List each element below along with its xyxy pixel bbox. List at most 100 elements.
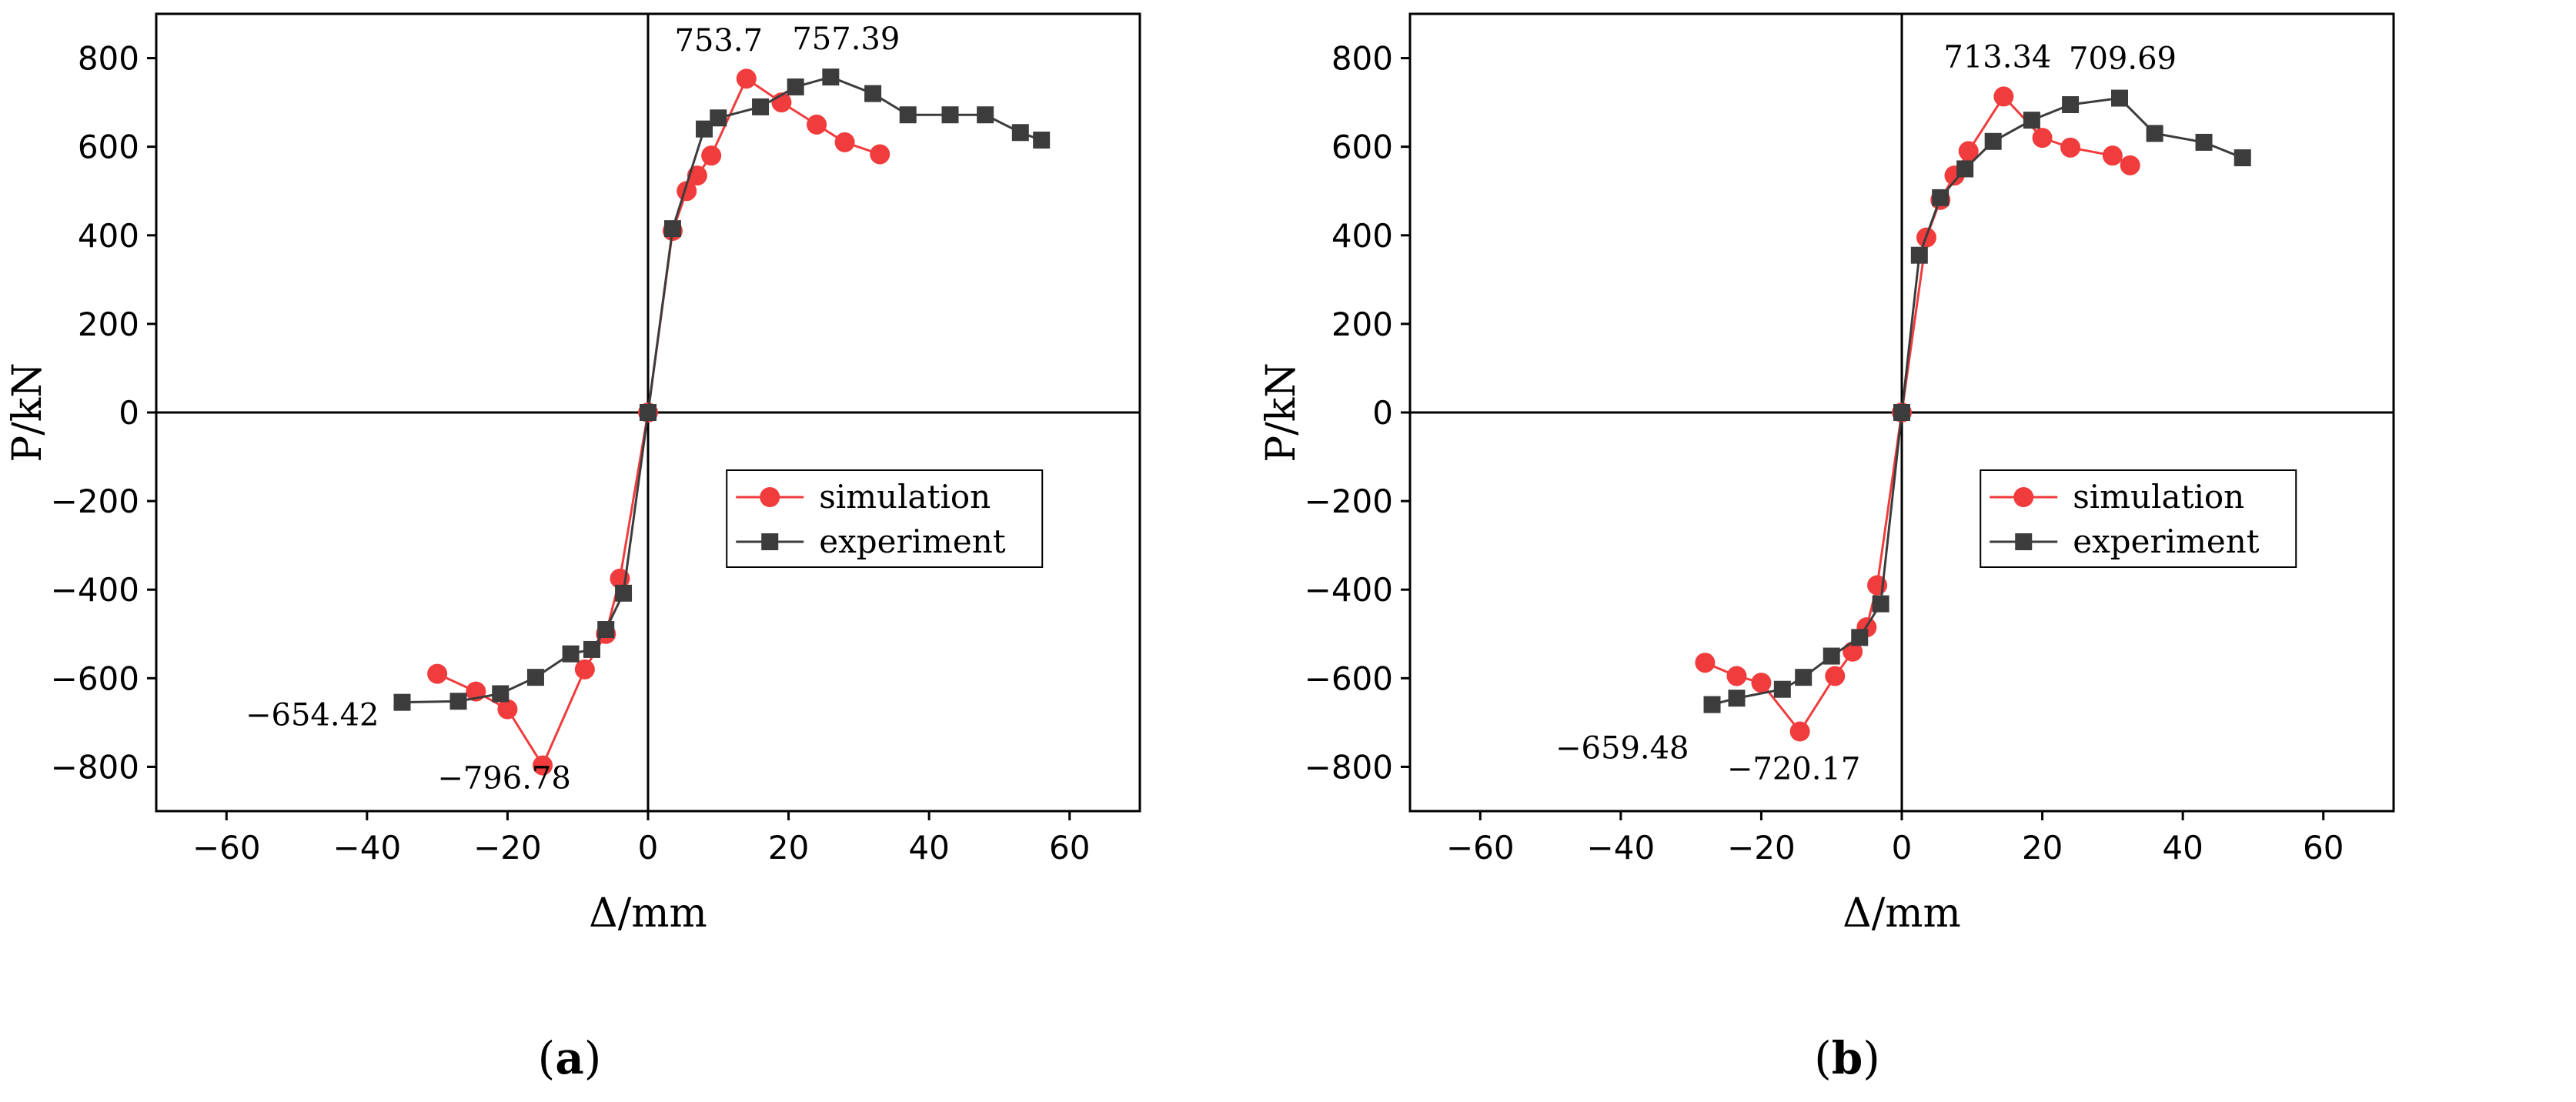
data-point-simulation (736, 68, 757, 89)
data-point-experiment (393, 693, 411, 711)
data-point-experiment (822, 68, 840, 86)
data-point-simulation (1789, 721, 1810, 742)
data-point-experiment (1984, 132, 2002, 150)
data-point-experiment (941, 106, 959, 124)
legend-marker-experiment (2015, 533, 2033, 550)
data-point-simulation (1726, 666, 1747, 686)
data-point-experiment (1823, 647, 1840, 665)
y-tick-label: −400 (51, 571, 139, 609)
data-point-experiment (2146, 125, 2163, 142)
data-point-experiment (615, 584, 633, 602)
data-point-experiment (1703, 696, 1721, 713)
annotation-label: 753.7 (675, 23, 763, 58)
legend-label-simulation: simulation (2073, 478, 2244, 516)
data-point-simulation (1751, 673, 1772, 693)
legend-marker-simulation (2013, 487, 2034, 507)
annotation-label: 713.34 (1943, 39, 2051, 75)
data-point-experiment (1033, 132, 1051, 149)
y-tick-label: −200 (51, 483, 139, 520)
y-tick-label: 600 (1331, 129, 1393, 166)
annotation-label: 709.69 (2069, 42, 2177, 77)
y-tick-label: 800 (1331, 40, 1393, 78)
data-point-experiment (597, 621, 615, 639)
x-tick-label: 20 (768, 829, 809, 867)
series-line-experiment (402, 75, 1042, 704)
data-point-simulation (1993, 86, 2014, 107)
legend: simulation experiment (1980, 469, 2297, 568)
annotation-label: −659.48 (1555, 731, 1689, 766)
data-point-experiment (1795, 669, 1813, 686)
data-point-simulation (2120, 155, 2140, 175)
data-point-simulation (701, 145, 722, 166)
data-point-experiment (2195, 133, 2213, 151)
legend-label-experiment: experiment (819, 523, 1006, 560)
x-tick-label: −40 (1587, 829, 1656, 867)
legend-label-simulation: simulation (819, 478, 991, 516)
legend-marker-experiment (761, 533, 779, 550)
x-axis-label: Δ/mm (1843, 890, 1961, 937)
data-point-simulation (677, 181, 697, 202)
data-point-experiment (640, 404, 657, 421)
data-point-experiment (1932, 189, 1950, 206)
data-point-experiment (752, 98, 770, 115)
x-tick-label: −60 (192, 829, 261, 867)
x-tick-label: −20 (1727, 829, 1796, 867)
data-point-experiment (526, 669, 544, 686)
series-simulation (427, 68, 890, 776)
x-tick-label: 60 (2303, 829, 2344, 867)
data-point-experiment (1773, 680, 1791, 698)
chart-panel-a: −60 −40 −20 0 20 40 60−800−600−400−20002004006… (5, 12, 1141, 1084)
data-point-experiment (1872, 595, 1889, 613)
data-point-experiment (449, 693, 467, 710)
x-tick-label: 60 (1049, 829, 1090, 867)
data-point-simulation (2032, 128, 2053, 149)
y-axis-label: P/kN (1258, 362, 1305, 463)
data-point-simulation (533, 755, 553, 776)
x-tick-label: −20 (473, 829, 542, 867)
data-point-experiment (562, 645, 580, 663)
y-tick-label: 600 (78, 129, 139, 166)
y-tick-label: 400 (78, 217, 139, 255)
data-point-experiment (1956, 160, 1974, 178)
x-axis-label: Δ/mm (589, 890, 707, 937)
data-point-simulation (1825, 666, 1846, 686)
data-point-simulation (574, 659, 595, 680)
x-tick-label: 0 (638, 829, 659, 867)
data-point-experiment (583, 640, 600, 658)
data-point-simulation (1695, 653, 1716, 673)
x-tick-label: 40 (2162, 829, 2203, 867)
data-point-simulation (870, 144, 890, 165)
series-line-simulation (1704, 95, 2131, 734)
data-point-experiment (1851, 629, 1869, 646)
chart-panel-b: −60 −40 −20 0 20 40 60−800−600−400−20002004006… (1258, 12, 2395, 1084)
annotation-label: −720.17 (1727, 751, 1860, 786)
data-point-simulation (834, 132, 855, 152)
data-point-experiment (864, 85, 882, 102)
data-point-experiment (1728, 690, 1746, 707)
series-simulation (1695, 86, 2140, 742)
y-axis-label: P/kN (5, 362, 51, 463)
y-tick-label: 200 (78, 306, 139, 343)
data-point-experiment (2234, 149, 2251, 167)
y-tick-label: 200 (1331, 306, 1393, 343)
y-tick-label: −200 (1305, 483, 1393, 520)
legend-box (726, 469, 1044, 568)
y-tick-label: 800 (78, 40, 139, 78)
data-point-experiment (787, 78, 804, 95)
series-line-simulation (436, 76, 880, 768)
legend-box (1980, 469, 2297, 568)
series-line-experiment (1712, 96, 2244, 706)
y-tick-label: 0 (119, 394, 139, 432)
legend: simulation experiment (726, 469, 1044, 568)
legend-label-experiment: experiment (2073, 523, 2260, 560)
panel-caption: (b) (1814, 1032, 1880, 1084)
x-tick-label: 40 (908, 829, 949, 867)
x-tick-label: −40 (333, 829, 402, 867)
series-experiment (1703, 89, 2251, 713)
annotation-label: 757.39 (792, 22, 900, 57)
data-point-simulation (807, 114, 827, 135)
data-point-experiment (2062, 95, 2080, 113)
data-point-simulation (497, 699, 518, 720)
x-tick-label: 20 (2022, 829, 2063, 867)
